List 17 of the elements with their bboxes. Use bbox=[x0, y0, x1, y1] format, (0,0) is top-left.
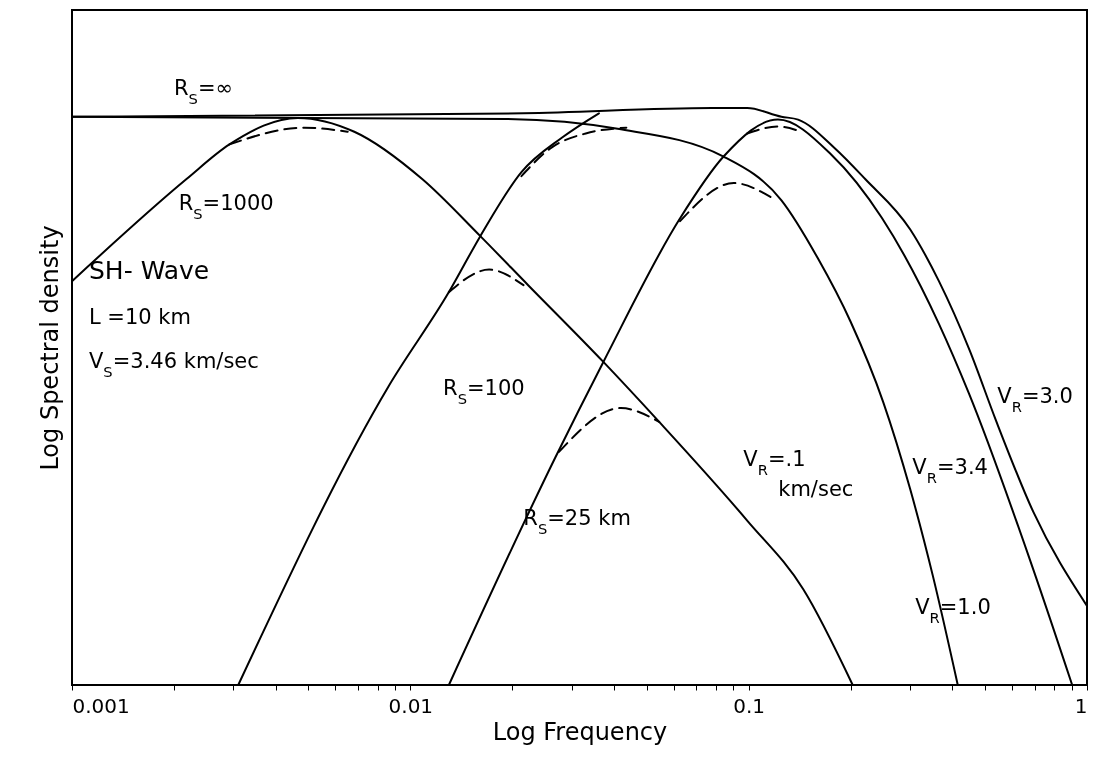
annotation: V$_{R}$=.1 bbox=[743, 447, 806, 478]
annotation: SH- Wave bbox=[89, 256, 210, 286]
annotation: R$_{S}$=1000 bbox=[178, 191, 274, 222]
x-tick-label: 0.01 bbox=[388, 693, 434, 718]
annotation: km/sec bbox=[778, 476, 854, 501]
annotation: V$_{S}$=3.46 km/sec bbox=[89, 348, 259, 380]
annotation: V$_{R}$=3.4 bbox=[912, 455, 988, 486]
annotation: L =10 km bbox=[89, 305, 191, 330]
text: R$_{S}$=∞ bbox=[173, 75, 233, 107]
x-tick-label: 1 bbox=[1074, 693, 1088, 718]
y-axis-title: Log Spectral density bbox=[35, 225, 64, 471]
annotation: V$_{R}$=1.0 bbox=[915, 595, 991, 626]
x-axis-title: Log Frequency bbox=[492, 717, 668, 746]
annotation: R$_{S}$=100 bbox=[443, 376, 525, 407]
x-tick-label: 0.1 bbox=[733, 693, 766, 718]
x-tick-label: 0.001 bbox=[72, 693, 130, 718]
annotation: V$_{R}$=3.0 bbox=[997, 384, 1073, 415]
